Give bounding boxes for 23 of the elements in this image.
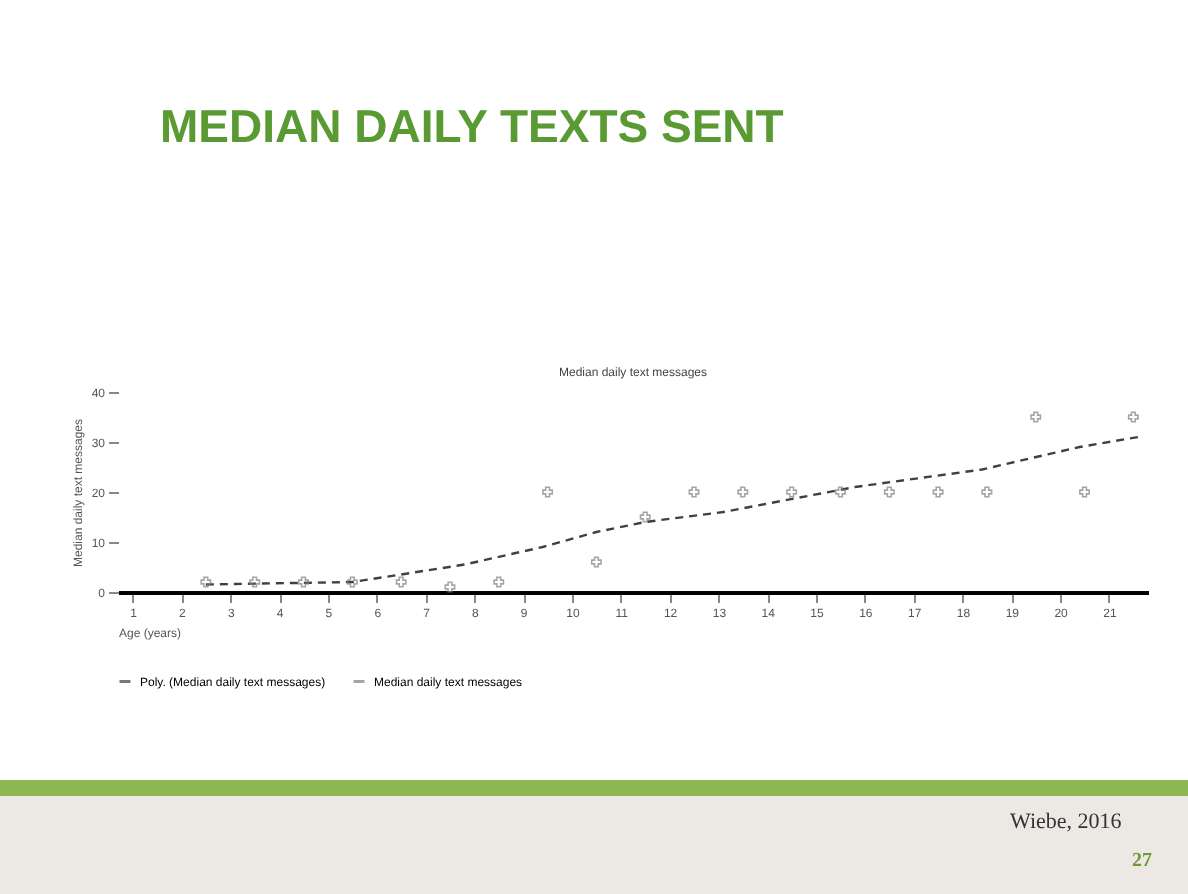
point (444, 581, 456, 593)
point (298, 576, 309, 588)
point (590, 556, 602, 568)
point (834, 486, 846, 498)
point (639, 511, 651, 523)
point (737, 486, 749, 498)
point (1079, 486, 1091, 498)
point (786, 486, 798, 498)
point (932, 486, 944, 498)
point (981, 486, 993, 498)
point (688, 486, 700, 498)
chart-title: MEDIAN DAILY TEXTS SENT (160, 100, 784, 154)
point (200, 576, 212, 588)
text: Wiebe, 2016 (1010, 810, 1122, 834)
point (493, 576, 505, 588)
text: 27 (1132, 850, 1152, 872)
point (395, 576, 407, 588)
point (1127, 411, 1139, 423)
point (883, 486, 895, 498)
point (1030, 411, 1042, 423)
point (346, 576, 358, 588)
point (542, 486, 554, 498)
point (249, 576, 261, 588)
